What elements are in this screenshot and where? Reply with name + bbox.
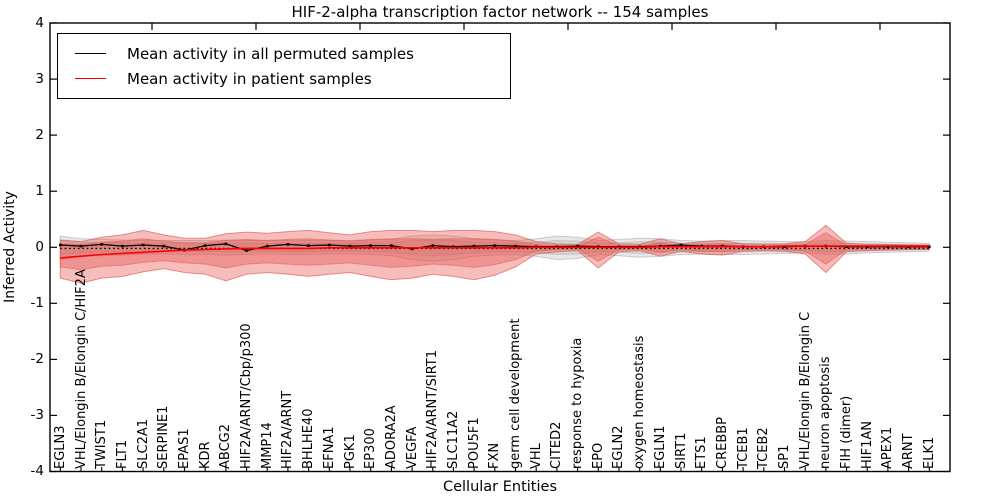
y-tick-label: -4 <box>30 463 44 479</box>
x-tick-label: SP1 <box>776 444 792 469</box>
x-tick-label: POU5F1 <box>466 416 482 469</box>
x-tick-label: EGLN1 <box>652 424 668 469</box>
x-tick-label: EPAS1 <box>176 427 192 469</box>
marker <box>224 242 228 246</box>
marker <box>79 244 83 248</box>
x-tick-label: oxygen homeostasis <box>632 335 648 469</box>
marker <box>472 244 476 248</box>
y-tick-label: -3 <box>30 406 44 423</box>
x-tick-label: MMP14 <box>259 421 275 469</box>
x-tick-label: TCEB2 <box>756 426 772 469</box>
x-tick-label: HIF2A/ARNT/SIRT1 <box>425 349 441 469</box>
x-tick-label: TWIST1 <box>94 419 110 469</box>
marker <box>162 244 166 248</box>
line-patient-mean <box>60 245 930 259</box>
legend-line-black-icon <box>75 53 106 54</box>
y-tick-label: 1 <box>35 182 44 199</box>
marker <box>328 243 331 247</box>
x-tick-label: CITED2 <box>549 421 565 469</box>
x-tick-label: HIF2A/ARNT <box>280 390 296 469</box>
legend-entry-patient: Mean activity in patient samples <box>58 70 510 88</box>
x-tick-label: germ cell development <box>508 318 524 469</box>
marker <box>514 244 517 248</box>
legend-label-patient: Mean activity in patient samples <box>127 69 372 88</box>
x-tick-label: KDR <box>197 440 213 469</box>
y-tick-label: -2 <box>30 350 44 367</box>
x-tick-label: ABCG2 <box>218 423 234 469</box>
y-tick-label: 0 <box>35 238 44 255</box>
marker <box>141 243 145 247</box>
band-patient-range-inner <box>59 232 930 271</box>
marker <box>203 244 207 247</box>
x-axis-label: Cellular Entities <box>442 479 558 495</box>
legend-entry-permuted: Mean activity in all permuted samples <box>58 45 510 63</box>
legend-line-red-icon <box>75 78 106 79</box>
marker <box>307 244 310 247</box>
x-tick-label: ADORA2A <box>383 404 399 469</box>
x-tick-label: BHLHE40 <box>301 408 317 469</box>
x-tick-label: EGLN3 <box>52 424 68 469</box>
x-tick-label: SERPINE1 <box>156 405 172 469</box>
y-tick-label: 3 <box>35 70 44 87</box>
marker <box>100 243 103 246</box>
x-tick-label: CREBBP <box>714 416 730 469</box>
x-tick-label: EGLN2 <box>611 424 627 469</box>
x-tick-label: SIRT1 <box>673 432 689 469</box>
marker <box>410 247 414 251</box>
y-tick-label: 2 <box>35 126 44 143</box>
x-tick-label: VHL/Elongin B/Elongin C/HIF2A <box>73 268 89 469</box>
y-axis-label: Inferred Activity <box>2 191 18 303</box>
x-tick-label: HIF1AN <box>859 420 875 469</box>
x-tick-label: PGK1 <box>342 433 358 469</box>
x-tick-label: HIF2A/ARNT/Cbp/p300 <box>239 322 255 469</box>
marker <box>576 244 579 248</box>
x-tick-label: TCEB1 <box>735 426 751 469</box>
x-tick-label: VEGFA <box>404 426 420 469</box>
x-tick-label: ETS1 <box>694 435 710 469</box>
x-tick-label: VHL/Elongin B/Elongin C <box>797 311 813 469</box>
y-tick-label: -1 <box>30 294 44 311</box>
marker <box>265 244 269 248</box>
x-tick-label: FIH (dimer) <box>839 395 855 469</box>
x-tick-label: APEX1 <box>880 426 896 469</box>
chart-title: HIF-2-alpha transcription factor network… <box>291 3 709 21</box>
marker <box>493 244 497 247</box>
x-tick-label: FXN <box>487 442 503 469</box>
marker <box>452 245 455 248</box>
x-tick-label: SLC2A1 <box>135 418 151 469</box>
marker <box>369 244 372 247</box>
x-tick-label: EPO <box>590 442 606 469</box>
x-tick-label: response to hypoxia <box>570 337 586 469</box>
x-tick-label: neuron apoptosis <box>818 356 834 469</box>
x-tick-label: EFNA1 <box>321 425 337 469</box>
x-tick-label: ARNT <box>901 432 917 469</box>
marker <box>431 244 435 247</box>
x-tick-label: ELK1 <box>921 436 937 469</box>
marker <box>348 244 352 248</box>
legend: Mean activity in all permuted samples Me… <box>57 33 511 99</box>
x-tick-label: VHL <box>528 442 544 469</box>
x-tick-label: EP300 <box>363 427 379 469</box>
band-patient-range-outer <box>59 224 930 284</box>
legend-label-permuted: Mean activity in all permuted samples <box>127 44 414 63</box>
marker <box>286 243 290 246</box>
x-tick-label: SLC11A2 <box>445 410 461 469</box>
marker <box>245 249 248 252</box>
y-tick-label: 4 <box>35 14 44 31</box>
x-tick-label: FLT1 <box>114 439 130 469</box>
marker <box>59 243 62 247</box>
marker <box>679 243 683 247</box>
marker <box>390 244 393 247</box>
marker <box>121 244 124 248</box>
